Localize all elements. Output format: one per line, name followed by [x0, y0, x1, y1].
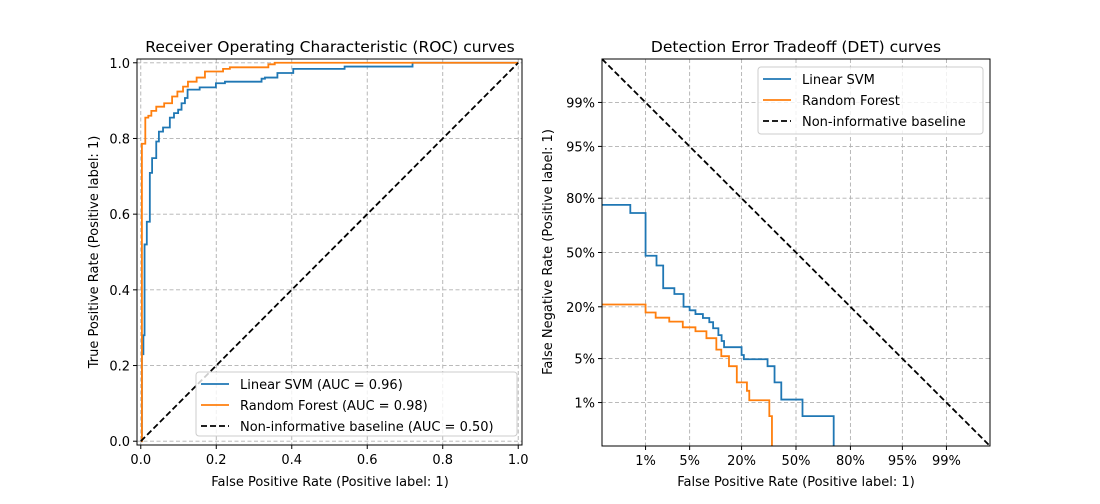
det-chart: Detection Error Tradeoff (DET) curves Fa… — [541, 38, 991, 490]
roc-plot-area — [140, 61, 519, 443]
det-y-tick-label: 95% — [566, 140, 595, 155]
det-legend-label: Linear SVM — [802, 73, 875, 88]
det-title: Detection Error Tradeoff (DET) curves — [651, 38, 941, 56]
roc-ylabel: True Positive Rate (Positive label: 1) — [87, 136, 102, 370]
roc-y-tick-label: 1.0 — [109, 57, 130, 72]
roc-y-tick-label: 0.4 — [109, 284, 130, 299]
roc-x-tick-label: 0.2 — [206, 453, 227, 468]
roc-legend-label: Non-informative baseline (AUC = 0.50) — [240, 420, 494, 435]
roc-legend-label: Random Forest (AUC = 0.98) — [240, 399, 428, 414]
roc-xlabel: False Positive Rate (Positive label: 1) — [211, 475, 449, 490]
det-x-tick-label: 80% — [836, 454, 865, 469]
det-plot-area — [602, 59, 990, 446]
det-y-tick-label: 80% — [566, 192, 595, 207]
roc-y-tick-label: 0.8 — [109, 132, 130, 147]
roc-x-tick-label: 0.0 — [130, 453, 151, 468]
roc-y-tick-label: 0.2 — [109, 360, 130, 375]
det-x-tick-label: 5% — [679, 454, 700, 469]
det-axes-frame — [601, 58, 991, 447]
roc-title: Receiver Operating Characteristic (ROC) … — [145, 38, 514, 56]
det-x-tick-label: 20% — [727, 454, 756, 469]
det-x-tick-label: 50% — [782, 454, 811, 469]
roc-x-tick-label: 0.8 — [432, 453, 453, 468]
roc-series-line-1 — [140, 61, 519, 443]
roc-y-tick-label: 0.0 — [109, 435, 130, 450]
roc-series-line-0 — [140, 61, 519, 443]
roc-x-tick-label: 0.4 — [281, 453, 302, 468]
det-legend-label: Random Forest — [802, 94, 900, 109]
det-y-tick-label: 1% — [574, 397, 595, 412]
det-series-line-2 — [602, 59, 990, 446]
det-x-tick-label: 95% — [888, 454, 917, 469]
det-legend: Linear SVM Random Forest Non-informative b… — [757, 66, 984, 135]
roc-legend-label: Linear SVM (AUC = 0.96) — [240, 378, 403, 393]
det-series-line-1 — [602, 303, 773, 446]
det-y-tick-label: 99% — [566, 96, 595, 111]
roc-x-tick-label: 1.0 — [508, 453, 529, 468]
det-series-line-0 — [602, 203, 835, 446]
roc-chart: Receiver Operating Characteristic (ROC) … — [87, 38, 529, 490]
det-legend-label: Non-informative baseline — [802, 115, 966, 130]
det-x-tick-label: 99% — [932, 454, 961, 469]
roc-y-tick-label: 0.6 — [109, 208, 130, 223]
det-legend-box — [757, 66, 984, 135]
roc-legend-box — [195, 371, 518, 437]
roc-series-line-2 — [140, 62, 519, 442]
det-y-tick-label: 5% — [574, 353, 595, 368]
det-y-tick-label: 20% — [566, 301, 595, 316]
det-xlabel: False Positive Rate (Positive label: 1) — [677, 475, 915, 490]
roc-x-tick-label: 0.6 — [357, 453, 378, 468]
roc-legend: Linear SVM (AUC = 0.96) Random Forest (AU… — [195, 371, 518, 437]
roc-axes-frame — [136, 58, 523, 446]
det-ylabel: False Negative Rate (Positive label: 1) — [541, 129, 556, 375]
det-y-tick-label: 50% — [566, 247, 595, 262]
det-x-tick-label: 1% — [635, 454, 656, 469]
